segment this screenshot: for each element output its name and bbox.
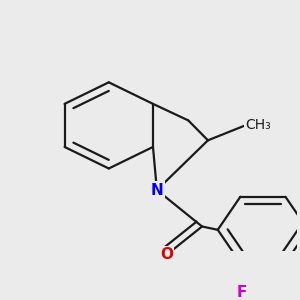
Text: F: F	[237, 285, 247, 300]
Text: CH₃: CH₃	[245, 118, 271, 132]
Text: O: O	[160, 247, 173, 262]
Text: N: N	[151, 182, 163, 197]
